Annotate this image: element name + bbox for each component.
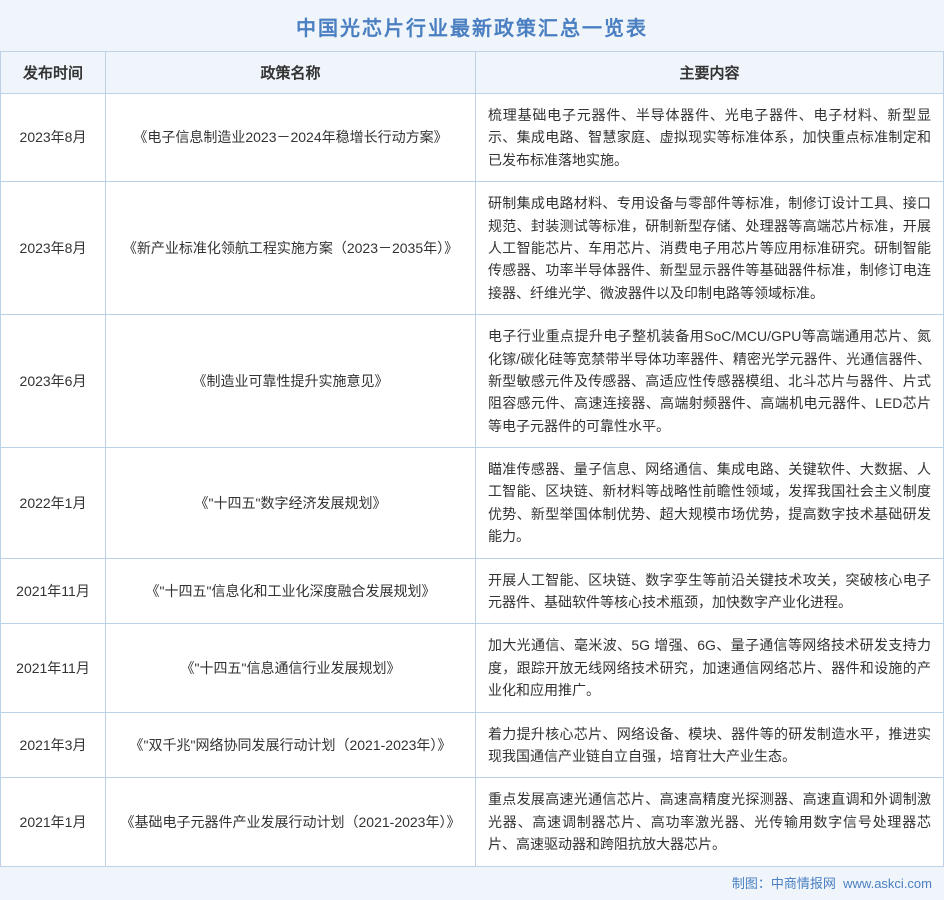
- cell-content: 瞄准传感器、量子信息、网络通信、集成电路、关键软件、大数据、人工智能、区块链、新…: [476, 448, 944, 559]
- cell-name: 《"双千兆"网络协同发展行动计划（2021-2023年）》: [106, 712, 476, 778]
- table-header-row: 发布时间 政策名称 主要内容: [1, 52, 944, 94]
- table-body: 2023年8月《电子信息制造业2023－2024年稳增长行动方案》梳理基础电子元…: [1, 94, 944, 867]
- col-header-content: 主要内容: [476, 52, 944, 94]
- cell-name: 《基础电子元器件产业发展行动计划（2021-2023年）》: [106, 778, 476, 866]
- table-row: 2023年6月《制造业可靠性提升实施意见》电子行业重点提升电子整机装备用SoC/…: [1, 315, 944, 448]
- cell-content: 电子行业重点提升电子整机装备用SoC/MCU/GPU等高端通用芯片、氮化镓/碳化…: [476, 315, 944, 448]
- cell-content: 重点发展高速光通信芯片、高速高精度光探测器、高速直调和外调制激光器、高速调制器芯…: [476, 778, 944, 866]
- cell-name: 《"十四五"信息化和工业化深度融合发展规划》: [106, 558, 476, 624]
- table-container: 中国光芯片行业最新政策汇总一览表 发布时间 政策名称 主要内容 2023年8月《…: [0, 0, 944, 900]
- cell-content: 着力提升核心芯片、网络设备、模块、器件等的研发制造水平，推进实现我国通信产业链自…: [476, 712, 944, 778]
- col-header-date: 发布时间: [1, 52, 106, 94]
- cell-date: 2021年3月: [1, 712, 106, 778]
- table-row: 2021年11月《"十四五"信息通信行业发展规划》加大光通信、毫米波、5G 增强…: [1, 624, 944, 712]
- cell-name: 《新产业标准化领航工程实施方案（2023－2035年）》: [106, 182, 476, 315]
- cell-date: 2021年1月: [1, 778, 106, 866]
- cell-content: 开展人工智能、区块链、数字孪生等前沿关键技术攻关，突破核心电子元器件、基础软件等…: [476, 558, 944, 624]
- cell-date: 2023年6月: [1, 315, 106, 448]
- cell-content: 梳理基础电子元器件、半导体器件、光电子器件、电子材料、新型显示、集成电路、智慧家…: [476, 94, 944, 182]
- cell-content: 研制集成电路材料、专用设备与零部件等标准，制修订设计工具、接口规范、封装测试等标…: [476, 182, 944, 315]
- cell-name: 《"十四五"数字经济发展规划》: [106, 448, 476, 559]
- table-row: 2021年11月《"十四五"信息化和工业化深度融合发展规划》开展人工智能、区块链…: [1, 558, 944, 624]
- col-header-name: 政策名称: [106, 52, 476, 94]
- cell-date: 2022年1月: [1, 448, 106, 559]
- table-row: 2022年1月《"十四五"数字经济发展规划》瞄准传感器、量子信息、网络通信、集成…: [1, 448, 944, 559]
- table-row: 2021年1月《基础电子元器件产业发展行动计划（2021-2023年）》重点发展…: [1, 778, 944, 866]
- footer-source: 中商情报网: [771, 876, 836, 891]
- cell-date: 2023年8月: [1, 94, 106, 182]
- cell-name: 《电子信息制造业2023－2024年稳增长行动方案》: [106, 94, 476, 182]
- cell-date: 2021年11月: [1, 558, 106, 624]
- cell-content: 加大光通信、毫米波、5G 增强、6G、量子通信等网络技术研发支持力度，跟踪开放无…: [476, 624, 944, 712]
- page-title: 中国光芯片行业最新政策汇总一览表: [0, 0, 944, 51]
- cell-name: 《制造业可靠性提升实施意见》: [106, 315, 476, 448]
- cell-date: 2023年8月: [1, 182, 106, 315]
- footer-prefix: 制图：: [732, 876, 771, 891]
- footer-url: www.askci.com: [843, 876, 932, 891]
- policy-table: 发布时间 政策名称 主要内容 2023年8月《电子信息制造业2023－2024年…: [0, 51, 944, 867]
- cell-name: 《"十四五"信息通信行业发展规划》: [106, 624, 476, 712]
- table-row: 2023年8月《电子信息制造业2023－2024年稳增长行动方案》梳理基础电子元…: [1, 94, 944, 182]
- cell-date: 2021年11月: [1, 624, 106, 712]
- footer-credit: 制图：中商情报网 www.askci.com: [0, 867, 944, 900]
- table-row: 2021年3月《"双千兆"网络协同发展行动计划（2021-2023年）》着力提升…: [1, 712, 944, 778]
- table-row: 2023年8月《新产业标准化领航工程实施方案（2023－2035年）》研制集成电…: [1, 182, 944, 315]
